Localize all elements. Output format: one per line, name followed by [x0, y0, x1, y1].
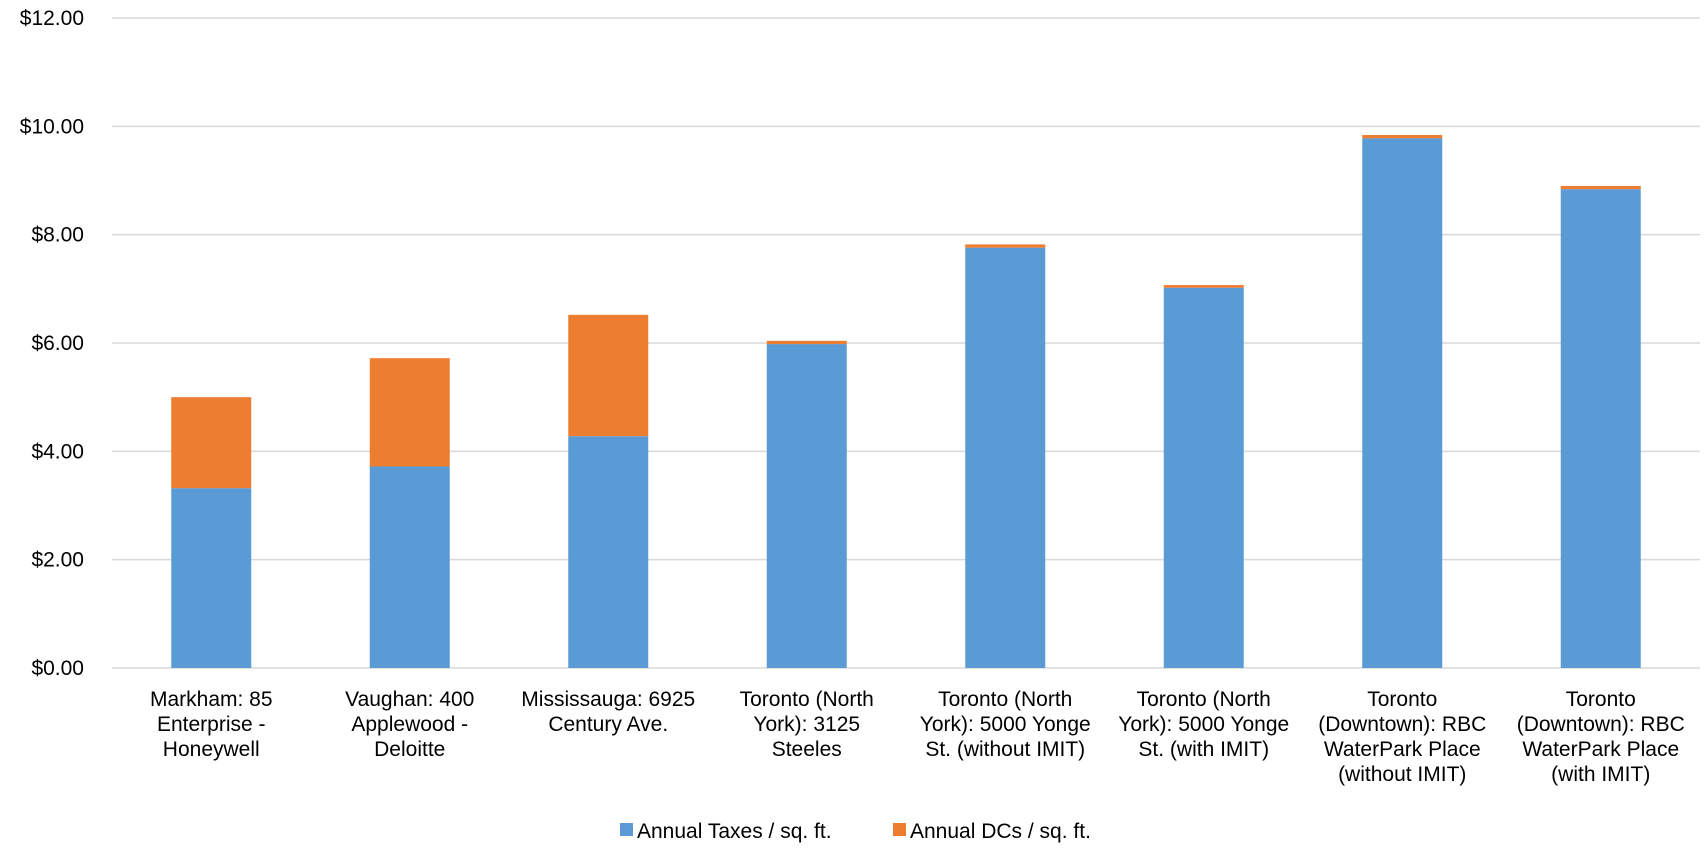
y-axis-tick-labels: $0.00 $2.00 $4.00 $6.00 $8.00 $10.00 $12.00	[20, 7, 84, 680]
x-category-label-line: Applewood -	[351, 713, 468, 736]
x-category-label-line: Mississauga: 6925	[521, 688, 695, 711]
y-tick-label: $0.00	[31, 657, 84, 680]
bar-annual-taxes-6	[1362, 138, 1443, 668]
bar-annual-taxes-0	[171, 488, 252, 668]
x-category-label-line: Toronto	[1566, 688, 1636, 711]
x-category-label-line: (without IMIT)	[1338, 763, 1466, 786]
bar-annual-taxes-7	[1560, 189, 1641, 668]
bar-annual-dcs-4	[965, 244, 1046, 248]
x-category-label-line: WaterPark Place	[1522, 738, 1679, 761]
x-category-label-line: (Downtown): RBC	[1517, 713, 1685, 736]
legend-swatch-annual-dcs	[893, 823, 906, 836]
x-category-label-line: York): 5000 Yonge	[1118, 713, 1289, 736]
x-category-label: Toronto (Downtown): RBC WaterPark Place (wi…	[1318, 688, 1486, 786]
x-category-label: Toronto (North York): 5000 Yonge St. (with…	[1118, 688, 1289, 761]
bar-annual-taxes-5	[1163, 287, 1244, 668]
bar-annual-dcs-2	[568, 314, 649, 437]
bar-annual-taxes-1	[369, 466, 450, 668]
legend-label-annual-dcs: Annual DCs / sq. ft.	[910, 820, 1091, 843]
bars	[171, 135, 1641, 668]
y-tick-label: $6.00	[31, 332, 84, 355]
x-axis-category-labels: Markham: 85 Enterprise -Honeywell Vaughan:…	[150, 688, 1685, 786]
x-category-label-line: York): 3125	[753, 713, 860, 736]
x-category-label-line: Vaughan: 400	[345, 688, 474, 711]
y-tick-label: $2.00	[31, 549, 84, 572]
x-category-label-line: (with IMIT)	[1551, 763, 1650, 786]
x-category-label-line: Markham: 85	[150, 688, 273, 711]
x-category-label: Toronto (Downtown): RBC WaterPark Place (wi…	[1517, 688, 1685, 786]
x-category-label-line: Honeywell	[163, 738, 260, 761]
x-category-label: Toronto (North York): 3125 Steeles	[740, 688, 874, 761]
x-category-label-line: (Downtown): RBC	[1318, 713, 1486, 736]
x-category-label: Mississauga: 6925 Century Ave.	[521, 688, 695, 736]
x-category-label-line: Toronto (North	[938, 688, 1072, 711]
legend: Annual Taxes / sq. ft. Annual DCs / sq. f…	[620, 820, 1091, 843]
bar-annual-dcs-1	[369, 358, 450, 467]
x-category-label-line: Toronto	[1367, 688, 1437, 711]
x-category-label-line: St. (with IMIT)	[1138, 738, 1269, 761]
x-category-label-line: Steeles	[772, 738, 842, 761]
bar-annual-dcs-6	[1362, 135, 1443, 139]
x-category-label: Markham: 85 Enterprise -Honeywell	[150, 688, 273, 761]
legend-swatch-annual-taxes	[620, 823, 633, 836]
bar-annual-dcs-0	[171, 397, 252, 489]
x-category-label-line: WaterPark Place	[1324, 738, 1481, 761]
y-tick-label: $8.00	[31, 224, 84, 247]
x-category-label-line: Enterprise -	[157, 713, 266, 736]
x-category-label: Toronto (North York): 5000 Yonge St. (with…	[920, 688, 1091, 761]
legend-label-annual-taxes: Annual Taxes / sq. ft.	[637, 820, 832, 843]
gridlines	[112, 17, 1700, 669]
bar-annual-taxes-4	[965, 247, 1046, 668]
bar-annual-dcs-3	[766, 340, 847, 345]
bar-annual-dcs-7	[1560, 185, 1641, 190]
x-category-label-line: Toronto (North	[1137, 688, 1271, 711]
y-tick-label: $10.00	[20, 115, 84, 138]
x-category-label-line: York): 5000 Yonge	[920, 713, 1091, 736]
bar-annual-taxes-2	[568, 436, 649, 668]
y-tick-label: $12.00	[20, 7, 84, 30]
x-category-label: Vaughan: 400 Applewood -Deloitte	[345, 688, 474, 761]
x-category-label-line: Century Ave.	[548, 713, 668, 736]
y-tick-label: $4.00	[31, 440, 84, 463]
x-category-label-line: Toronto (North	[740, 688, 874, 711]
bar-annual-taxes-3	[766, 344, 847, 668]
x-category-label-line: St. (without IMIT)	[925, 738, 1085, 761]
x-category-label-line: Deloitte	[374, 738, 445, 761]
bar-annual-dcs-5	[1163, 285, 1244, 288]
